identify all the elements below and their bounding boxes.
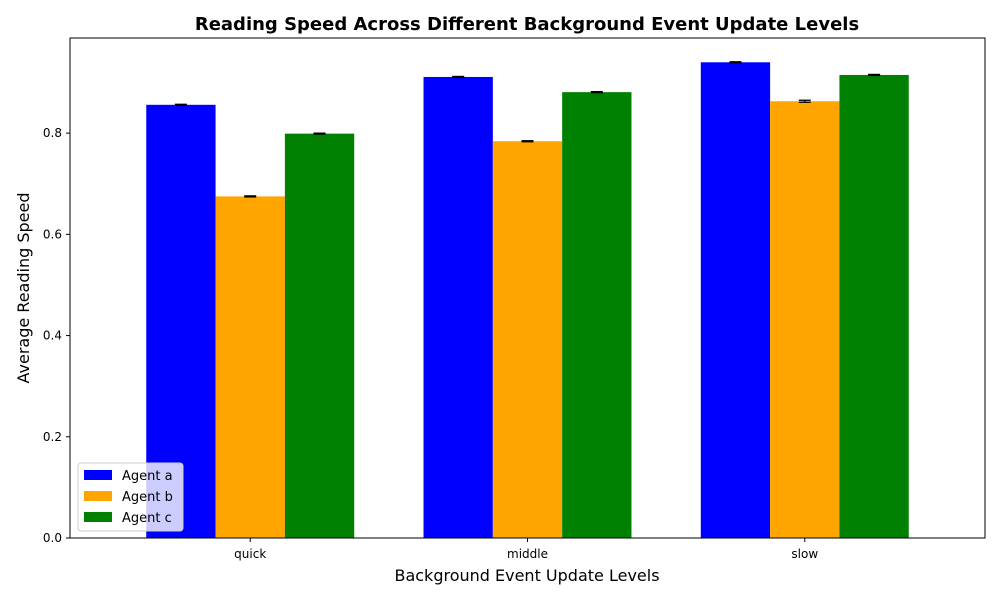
- legend-item-agent-b: Agent b: [84, 490, 173, 505]
- chart-title: Reading Speed Across Different Backgroun…: [195, 14, 859, 35]
- legend-swatch: [84, 512, 112, 522]
- errorbar-agent-b-middle: [521, 140, 534, 143]
- errorbar-agent-c-middle: [590, 90, 603, 94]
- errorbar-agent-a-slow: [729, 61, 742, 64]
- bar-agent-c-slow: [839, 74, 909, 538]
- legend: Agent a Agent b Agent c: [77, 462, 184, 532]
- errorbar-agent-a-middle: [452, 75, 465, 79]
- y-axis-label: Average Reading Speed: [14, 193, 33, 384]
- legend-item-agent-c: Agent c: [84, 511, 172, 526]
- y-axis-ticks: 0.0 0.2 0.4 0.6 0.8: [43, 126, 70, 545]
- x-axis-ticks: quick middle slow: [234, 538, 818, 561]
- y-tick-label: 0.8: [43, 126, 62, 140]
- bar-agent-a-middle: [423, 76, 493, 538]
- x-tick-label-slow: slow: [791, 547, 818, 561]
- x-tick-label-middle: middle: [507, 547, 548, 561]
- bars-layer: [146, 62, 909, 539]
- y-tick-label: 0.6: [43, 227, 62, 241]
- errorbar-agent-b-quick: [244, 195, 257, 198]
- y-tick-label: 0.0: [43, 531, 62, 545]
- legend-label: Agent b: [122, 490, 173, 505]
- bar-agent-b-middle: [492, 141, 563, 538]
- bar-agent-c-quick: [284, 133, 355, 538]
- legend-label: Agent a: [122, 469, 173, 484]
- errorbar-agent-c-quick: [313, 132, 326, 135]
- legend-swatch: [84, 470, 112, 480]
- legend-swatch: [84, 491, 112, 501]
- x-tick-label-quick: quick: [234, 547, 266, 561]
- bar-agent-b-slow: [770, 101, 840, 539]
- legend-label: Agent c: [122, 511, 172, 526]
- bar-agent-b-quick: [215, 196, 285, 538]
- y-tick-label: 0.2: [43, 430, 62, 444]
- x-axis-label: Background Event Update Levels: [394, 566, 659, 585]
- errorbar-agent-c-slow: [868, 73, 881, 77]
- bar-agent-c-middle: [562, 92, 632, 539]
- errorbar-agent-a-quick: [174, 103, 187, 106]
- errorbars-layer: [174, 61, 881, 198]
- bar-agent-a-slow: [700, 62, 771, 538]
- legend-item-agent-a: Agent a: [84, 469, 173, 484]
- y-tick-label: 0.4: [43, 329, 62, 343]
- errorbar-agent-b-slow: [798, 99, 811, 103]
